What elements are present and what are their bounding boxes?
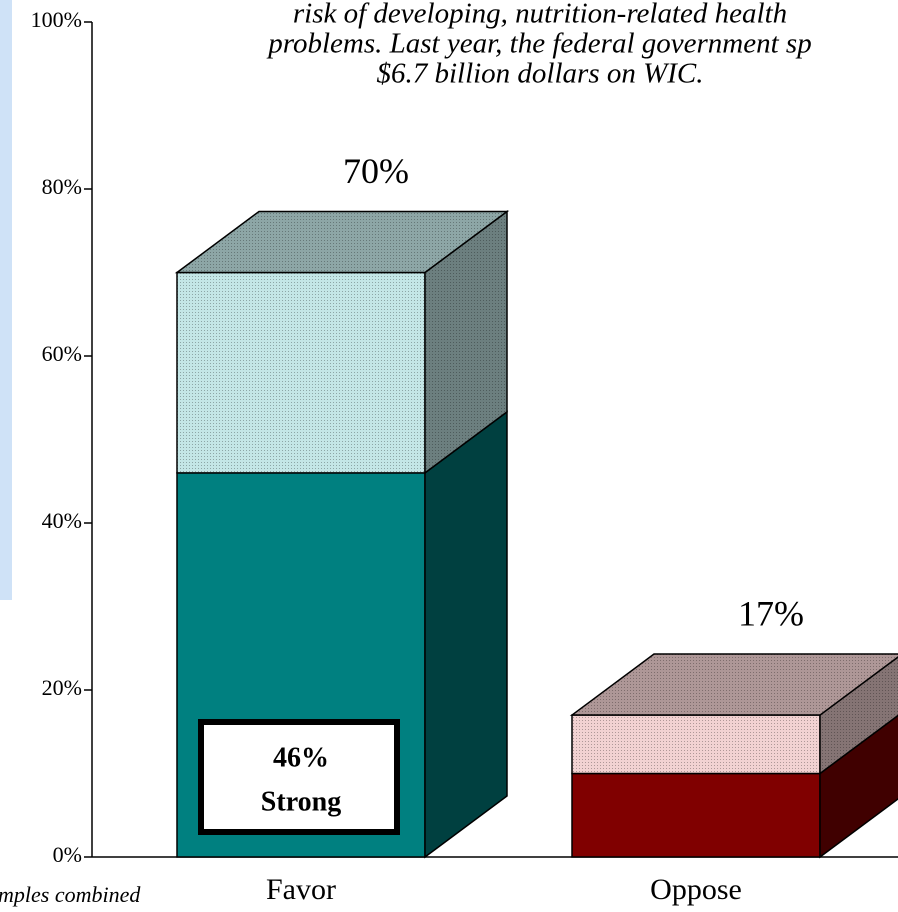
side-panel bbox=[0, 0, 12, 600]
y-tick-label: 60% bbox=[42, 341, 82, 366]
bar-side bbox=[424, 410, 508, 859]
y-tick-label: 20% bbox=[42, 675, 82, 700]
y-tick-label: 100% bbox=[31, 7, 82, 32]
note: mples combined bbox=[0, 882, 141, 907]
bar-front bbox=[571, 772, 821, 858]
x-tick-label: Favor bbox=[266, 873, 336, 906]
bar-texture bbox=[820, 657, 898, 774]
y-tick-label: 0% bbox=[53, 842, 82, 867]
total-label: 70% bbox=[343, 151, 409, 191]
title-line: $6.7 billion dollars on WIC. bbox=[376, 58, 703, 90]
title-line: problems. Last year, the federal governm… bbox=[266, 28, 811, 60]
bar-texture bbox=[425, 211, 507, 473]
y-tick-label: 80% bbox=[42, 174, 82, 199]
label-box bbox=[198, 719, 400, 835]
y-tick-label: 40% bbox=[42, 508, 82, 533]
total-label: 17% bbox=[738, 593, 804, 633]
bar-side bbox=[819, 714, 898, 859]
series-name: Strong bbox=[261, 786, 341, 817]
bar-texture bbox=[572, 715, 820, 774]
x-tick-label: Oppose bbox=[650, 873, 742, 906]
bar-texture bbox=[177, 211, 507, 273]
value-label: 46% bbox=[273, 742, 329, 773]
title-line: risk of developing, nutrition-related he… bbox=[293, 0, 787, 30]
bar-texture bbox=[572, 654, 898, 716]
bar-texture bbox=[177, 272, 425, 473]
